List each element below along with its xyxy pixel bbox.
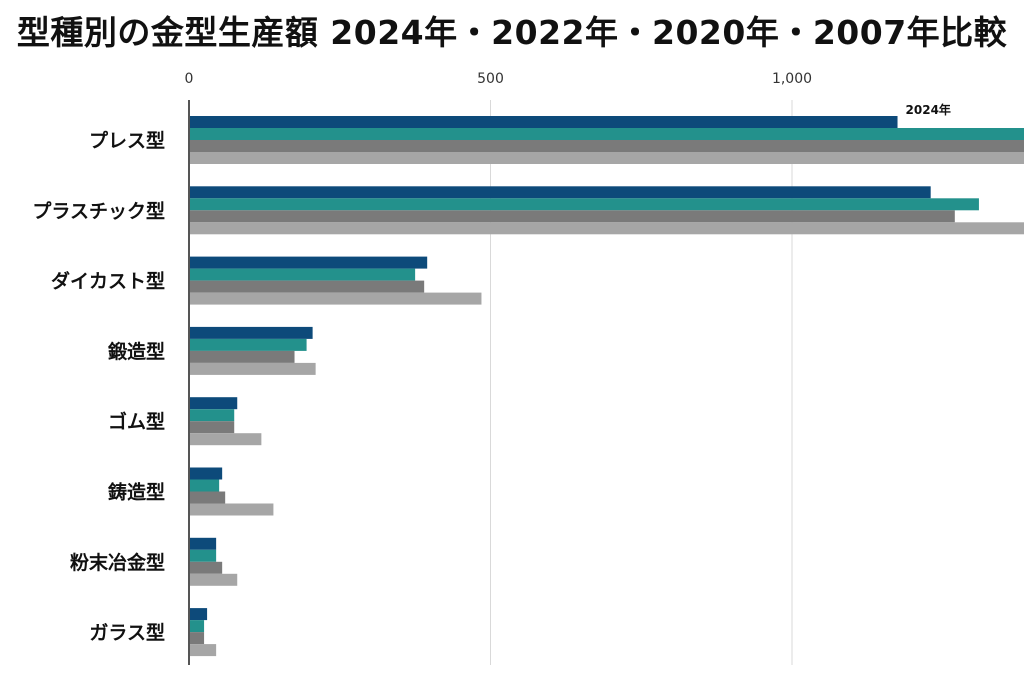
bar (189, 362, 316, 375)
bar (189, 350, 295, 363)
bar (189, 491, 226, 504)
bar (189, 326, 313, 339)
bar (189, 608, 208, 621)
gridlines (490, 100, 793, 665)
bar (189, 256, 428, 269)
bar (189, 537, 217, 550)
bar (189, 467, 223, 480)
bar (189, 268, 416, 281)
bar (189, 632, 205, 645)
bars (189, 116, 1024, 657)
bar (189, 421, 235, 434)
category-label: 鍛造型 (108, 340, 165, 363)
x-tick-label: 1,000 (772, 71, 812, 87)
category-label: プレス型 (89, 129, 165, 152)
bar (189, 644, 217, 657)
bar (189, 433, 262, 446)
bar (189, 186, 931, 199)
series-labels: 2024年2022年2020年2007年 (906, 102, 951, 117)
bar (189, 561, 223, 574)
bar (189, 397, 238, 410)
chart-title: 型種別の金型生産額 2024年・2022年・2020年・2007年比較 (16, 13, 1008, 52)
series-label: 2024年 (906, 102, 951, 117)
bar (189, 573, 238, 586)
bar (189, 210, 955, 223)
category-label: 粉末冶金型 (70, 551, 165, 574)
bar (189, 503, 274, 516)
bar (189, 409, 235, 422)
bar (189, 338, 307, 351)
bar (189, 479, 220, 492)
category-label: プラスチック型 (32, 199, 165, 222)
bar (189, 140, 1024, 152)
category-label: ガラス型 (89, 621, 165, 644)
category-label: ダイカスト型 (51, 270, 165, 293)
bar (189, 620, 205, 633)
bar (189, 128, 1024, 140)
bar (189, 198, 979, 211)
bar (189, 549, 217, 562)
x-tick-label: 500 (477, 71, 504, 87)
bar (189, 222, 1024, 235)
x-tick-label: 0 (185, 71, 194, 87)
category-label: ゴム型 (108, 410, 165, 433)
bar (189, 152, 1024, 164)
bar (189, 292, 482, 305)
bar (189, 280, 425, 293)
bar (189, 116, 898, 128)
category-label: 鋳造型 (108, 481, 165, 504)
